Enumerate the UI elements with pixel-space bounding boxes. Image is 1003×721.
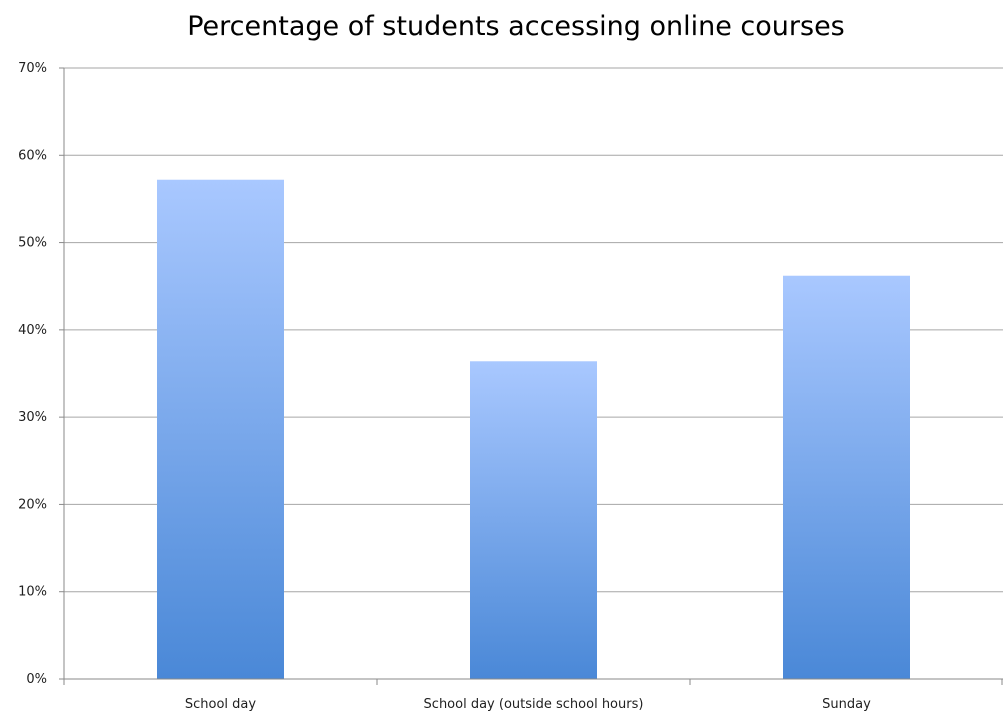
y-tick-label: 10% xyxy=(18,585,47,600)
x-category-label: School day xyxy=(185,697,257,712)
y-tick-label: 70% xyxy=(18,61,47,76)
bar xyxy=(157,179,284,679)
axes xyxy=(63,68,1003,680)
x-category-label: School day (outside school hours) xyxy=(424,697,644,712)
bar xyxy=(783,275,910,679)
bar xyxy=(470,361,597,679)
x-category-label: Sunday xyxy=(822,697,871,712)
y-tick-label: 60% xyxy=(18,148,47,163)
bars xyxy=(157,179,910,679)
y-axis-ticks: 0% 10% 20% 30% 40% 50% 60% 70% xyxy=(18,61,64,687)
y-tick-label: 40% xyxy=(18,323,47,338)
y-tick-label: 0% xyxy=(26,672,47,687)
y-tick-label: 20% xyxy=(18,497,47,512)
chart-title: Percentage of students accessing online … xyxy=(187,11,845,42)
x-axis-ticks: School day School day (outside school hou… xyxy=(63,679,1003,712)
y-tick-label: 30% xyxy=(18,410,47,425)
y-tick-label: 50% xyxy=(18,236,47,251)
